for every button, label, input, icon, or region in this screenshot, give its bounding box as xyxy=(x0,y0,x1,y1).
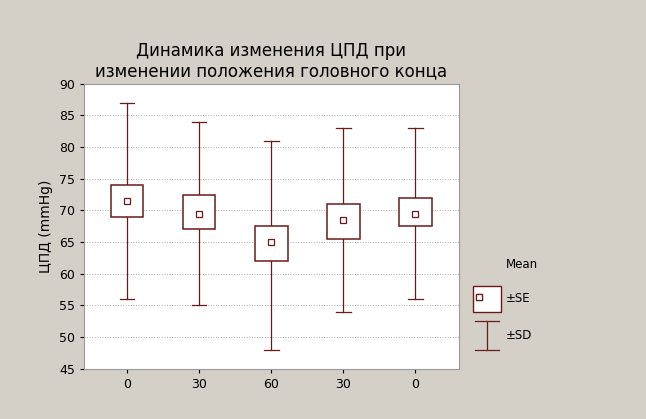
Bar xyxy=(399,198,432,226)
Bar xyxy=(255,226,287,261)
Bar xyxy=(111,185,143,217)
Text: Динамика изменения ЦПД при
изменении положения головного конца: Динамика изменения ЦПД при изменении пол… xyxy=(95,42,448,81)
Text: ±SE: ±SE xyxy=(506,292,530,305)
Bar xyxy=(183,194,216,230)
Text: Mean: Mean xyxy=(506,258,538,271)
Text: ±SD: ±SD xyxy=(506,328,532,341)
Y-axis label: ЦПД (mmHg): ЦПД (mmHg) xyxy=(39,180,54,273)
Bar xyxy=(327,204,360,239)
